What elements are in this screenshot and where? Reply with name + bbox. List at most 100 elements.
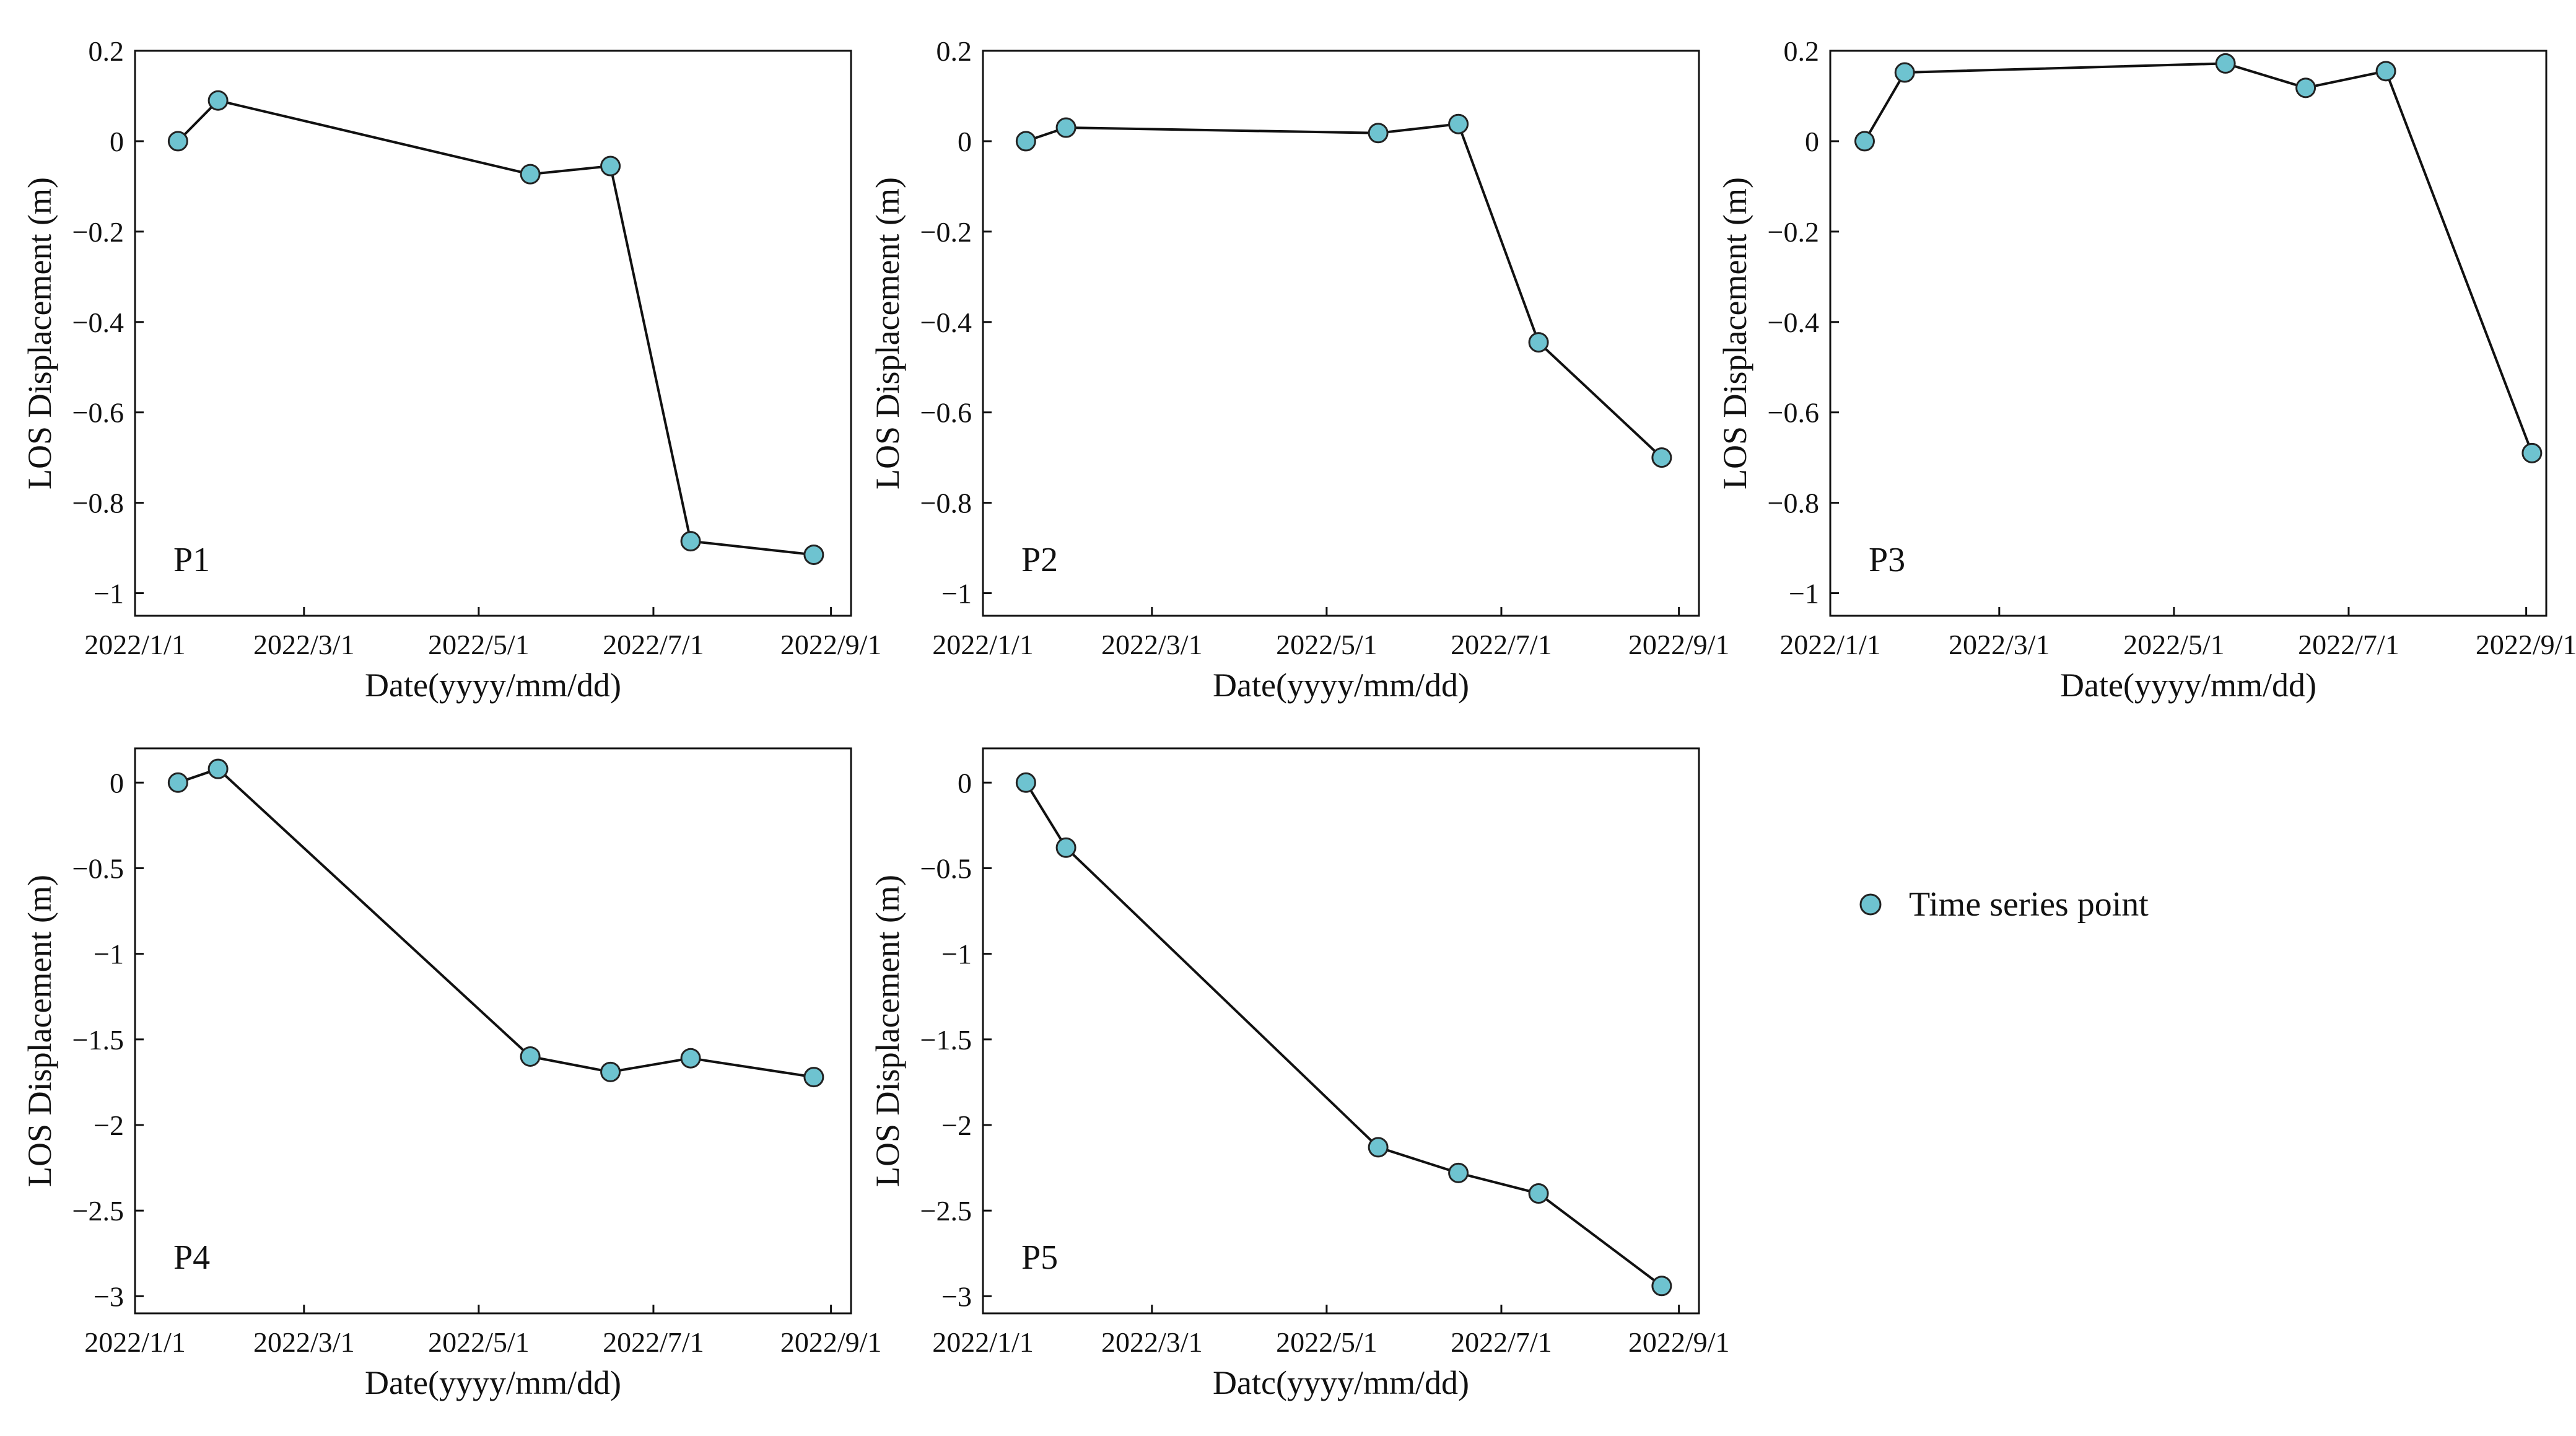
y-tick-label: −0.6 <box>920 397 972 429</box>
data-point <box>600 155 621 177</box>
x-tick-label: 2022/9/1 <box>2476 629 2576 660</box>
data-point <box>680 531 701 552</box>
data-point <box>803 1067 824 1088</box>
x-tick-label: 2022/5/1 <box>1276 1326 1378 1358</box>
x-axis-title: Date(yyyy/mm/dd) <box>2060 667 2316 704</box>
x-tick-label: 2022/3/1 <box>1949 629 2050 660</box>
x-tick-label: 2022/5/1 <box>1276 629 1378 660</box>
y-tick-label: −0.4 <box>1768 307 1819 338</box>
y-tick-label: −0.2 <box>920 216 972 248</box>
x-tick-label: 2022/7/1 <box>1451 1326 1552 1358</box>
x-tick-label: 2022/7/1 <box>603 629 704 660</box>
y-tick-label: −0.8 <box>1768 488 1819 519</box>
series-line <box>1025 123 1663 459</box>
x-axis-title: Date(yyyy/mm/dd) <box>365 667 621 704</box>
x-axis-title: Date(yyyy/mm/dd) <box>1213 667 1469 704</box>
data-point <box>167 772 188 793</box>
axes-frame <box>1829 50 2548 617</box>
data-point <box>1894 62 1915 83</box>
x-tick-label: 2022/7/1 <box>2298 629 2399 660</box>
x-tick-label: 2022/7/1 <box>1451 629 1552 660</box>
panel-label: P1 <box>173 541 210 579</box>
x-tick-label: 2022/9/1 <box>1628 629 1730 660</box>
axes-frame <box>134 50 852 617</box>
x-tick-label: 2022/9/1 <box>1628 1326 1730 1358</box>
data-point <box>1854 131 1875 152</box>
y-tick-label: −0.6 <box>72 397 124 429</box>
y-axis-title: LOS Displacement (m) <box>21 177 58 489</box>
data-point <box>1015 772 1036 793</box>
y-tick-label: −3 <box>941 1281 972 1312</box>
data-point <box>1448 1162 1469 1183</box>
y-tick-label: −0.4 <box>72 307 124 338</box>
x-tick-label: 2022/3/1 <box>1101 629 1203 660</box>
y-tick-label: 0.2 <box>1784 35 1820 67</box>
panel-label: P5 <box>1021 1238 1058 1277</box>
y-tick-label: 0.2 <box>89 35 124 67</box>
series-line <box>177 767 814 1079</box>
data-point <box>1528 332 1549 353</box>
y-tick-label: −2.5 <box>920 1195 972 1227</box>
y-tick-label: 0 <box>110 126 124 157</box>
y-tick-label: −0.8 <box>920 488 972 519</box>
data-point <box>600 1061 621 1082</box>
panel-p1: 0.2 0 −0.2 −0.4 −0.6 −0.8 −1 2022/1/1 2022/3/1 20… <box>21 35 881 704</box>
x-tick-label: 2022/3/1 <box>253 629 355 660</box>
data-point <box>2215 53 2236 74</box>
y-tick-label: −1.5 <box>72 1024 124 1056</box>
y-tick-label: 0 <box>1805 126 1819 157</box>
axes-frame <box>134 747 852 1315</box>
data-point <box>1055 837 1076 858</box>
y-tick-label: 0 <box>958 126 972 157</box>
data-point <box>520 1046 541 1067</box>
data-point <box>680 1048 701 1069</box>
x-tick-label: 2022/1/1 <box>932 1326 1034 1358</box>
y-tick-label: −1 <box>941 578 972 610</box>
panel-p2: 0.2 0 −0.2 −0.4 −0.6 −0.8 −1 2022/1/1 2022/3/1 20… <box>869 35 1729 704</box>
x-axis-title: Datc(yyyy/mm/dd) <box>1213 1364 1469 1401</box>
y-tick-label: 0 <box>110 767 124 799</box>
y-tick-label: −0.5 <box>72 852 124 884</box>
x-axis-title: Date(yyyy/mm/dd) <box>365 1364 621 1401</box>
panel-label: P3 <box>1869 541 1905 579</box>
y-axis-title: LOS Displacement (m) <box>1716 177 1753 489</box>
panel-p3: 0.2 0 −0.2 −0.4 −0.6 −0.8 −1 2022/1/1 2022/3/1 20… <box>1716 35 2576 704</box>
y-tick-label: −0.6 <box>1768 397 1819 429</box>
data-point <box>520 164 541 185</box>
axes-frame <box>982 50 1700 617</box>
legend-label: Time series point <box>1909 885 2149 924</box>
series-line <box>1024 782 1663 1287</box>
y-tick-label: −0.5 <box>920 852 972 884</box>
x-tick-label: 2022/1/1 <box>84 629 186 660</box>
data-point <box>1368 1137 1389 1158</box>
data-point <box>207 90 229 111</box>
data-point <box>1015 131 1036 152</box>
y-axis-title: LOS Displacement (m) <box>869 177 906 489</box>
y-tick-label: −1 <box>94 578 124 610</box>
data-point <box>2521 442 2543 463</box>
y-tick-label: −1 <box>94 939 124 970</box>
data-point <box>1055 117 1076 138</box>
x-tick-label: 2022/1/1 <box>932 629 1034 660</box>
x-tick-label: 2022/1/1 <box>1779 629 1881 660</box>
x-tick-label: 2022/3/1 <box>1101 1326 1203 1358</box>
y-tick-label: −1.5 <box>920 1024 972 1056</box>
panel-label: P2 <box>1021 541 1058 579</box>
y-tick-label: −2 <box>941 1110 972 1141</box>
data-point <box>803 545 824 566</box>
axes-frame <box>982 747 1700 1315</box>
y-tick-label: 0 <box>958 767 972 799</box>
data-point <box>1368 123 1389 144</box>
data-point <box>1528 1183 1549 1204</box>
y-tick-label: −0.2 <box>72 216 124 248</box>
series-line <box>1863 62 2533 454</box>
y-tick-label: −1 <box>941 939 972 970</box>
data-point <box>207 758 229 779</box>
data-point <box>2375 61 2396 82</box>
x-tick-label: 2022/5/1 <box>2123 629 2225 660</box>
x-tick-label: 2022/1/1 <box>84 1326 186 1358</box>
data-point <box>1448 113 1469 134</box>
series-line <box>177 99 814 556</box>
